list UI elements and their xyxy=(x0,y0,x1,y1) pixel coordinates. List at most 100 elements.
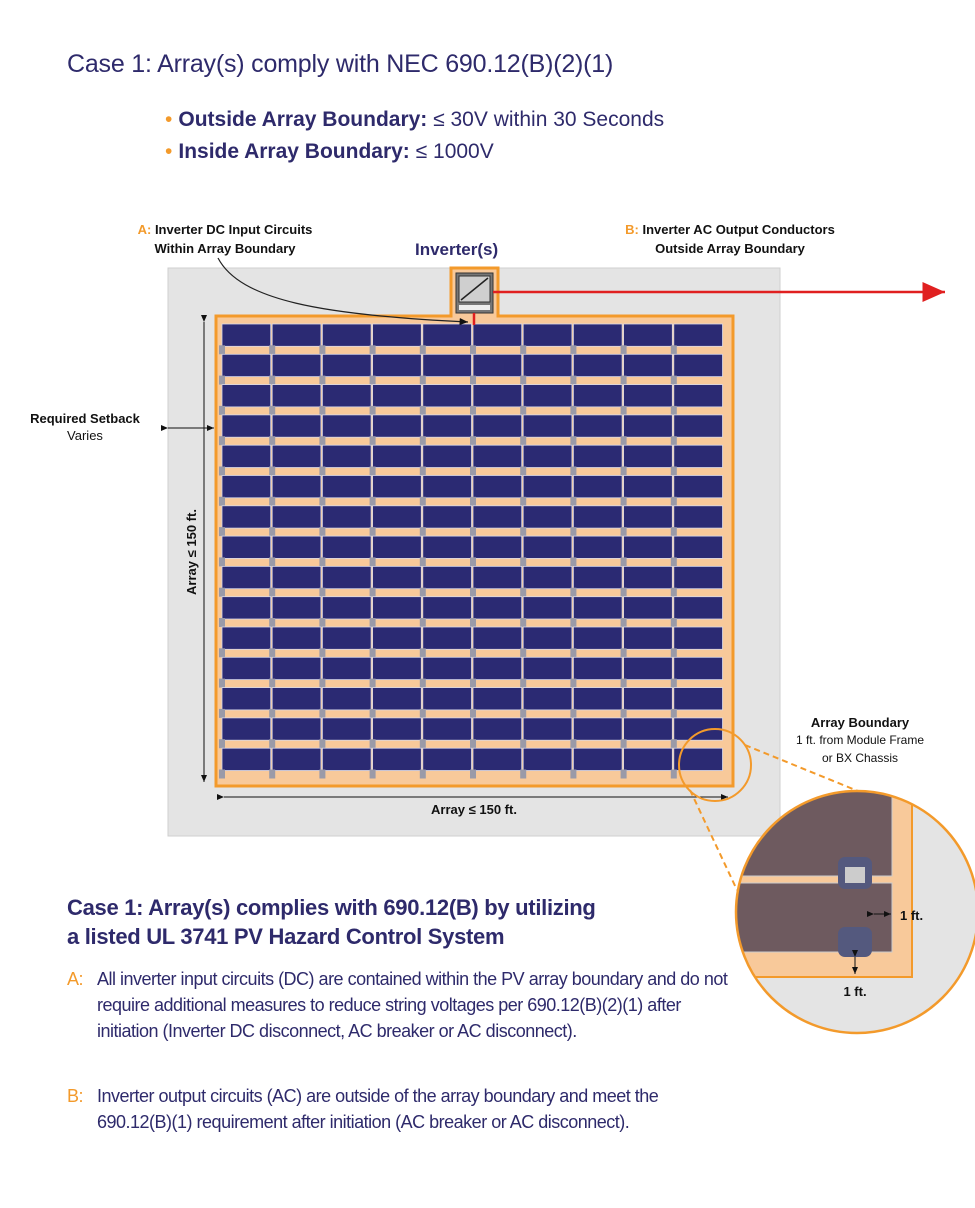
module-mount xyxy=(419,496,426,506)
module-mount xyxy=(219,587,225,597)
module-mount xyxy=(419,739,426,749)
pv-module xyxy=(221,505,272,529)
module-mount xyxy=(269,769,276,779)
module-mount xyxy=(369,739,376,749)
pv-module xyxy=(221,626,272,650)
pv-module xyxy=(221,747,272,771)
module-mount xyxy=(520,496,527,506)
pv-module xyxy=(673,353,723,377)
bullet-outside: • Outside Array Boundary: ≤ 30V within 30… xyxy=(165,108,665,131)
inverter-label: Inverter(s) xyxy=(415,240,499,259)
pv-module xyxy=(472,505,523,529)
pv-module xyxy=(422,444,472,468)
module-mount xyxy=(219,708,225,718)
pv-module xyxy=(472,323,523,347)
module-mount xyxy=(570,496,577,506)
module-mount xyxy=(520,405,527,415)
pv-module xyxy=(472,414,523,438)
pv-module xyxy=(522,505,573,529)
module-mount xyxy=(570,375,577,385)
pv-module xyxy=(422,535,472,559)
module-mount xyxy=(570,739,577,749)
pv-module xyxy=(522,444,573,468)
module-mount xyxy=(570,557,577,567)
pv-module xyxy=(422,656,472,680)
module-mount xyxy=(670,648,677,658)
pv-module xyxy=(522,353,573,377)
pv-module xyxy=(422,717,472,741)
pv-module xyxy=(422,384,472,408)
module-mount xyxy=(620,436,627,446)
pv-module xyxy=(271,444,322,468)
pv-module xyxy=(623,535,673,559)
pv-module xyxy=(673,323,723,347)
module-mount xyxy=(570,769,577,779)
module-mount xyxy=(520,618,527,627)
pv-module xyxy=(372,444,422,468)
pv-module xyxy=(321,384,372,408)
module-mount xyxy=(369,587,376,597)
module-mount xyxy=(470,466,476,476)
case-heading: Case 1: Array(s) complies with 690.12(B)… xyxy=(67,895,596,949)
module-mount xyxy=(369,557,376,567)
module-mount xyxy=(470,587,476,597)
pv-module xyxy=(472,475,523,499)
pv-module xyxy=(221,353,272,377)
pv-module xyxy=(673,626,723,650)
module-mount xyxy=(219,557,225,567)
pv-module xyxy=(372,656,422,680)
module-mount xyxy=(570,405,577,415)
module-mount xyxy=(670,769,677,779)
module-mount xyxy=(319,678,326,688)
module-mount xyxy=(369,405,376,415)
module-mount xyxy=(520,557,527,567)
pv-module xyxy=(673,475,723,499)
pv-module xyxy=(573,566,623,590)
module-mount xyxy=(520,527,527,537)
pv-module xyxy=(623,656,673,680)
pv-module xyxy=(321,596,372,620)
module-mount xyxy=(470,769,476,779)
module-mount xyxy=(520,436,527,446)
detail-side-label: 1 ft. xyxy=(900,908,923,923)
module-mount xyxy=(419,769,426,779)
pv-module xyxy=(271,505,322,529)
module-mount xyxy=(369,345,376,355)
module-mount xyxy=(219,648,225,658)
pv-module xyxy=(321,353,372,377)
module-mount xyxy=(670,466,677,476)
module-mount xyxy=(319,648,326,658)
boundary-label: Array Boundary 1 ft. from Module Frame or … xyxy=(795,715,925,765)
module-mount xyxy=(319,587,326,597)
pv-module xyxy=(673,384,723,408)
module-mount xyxy=(470,436,476,446)
module-mount xyxy=(470,345,476,355)
module-mount xyxy=(419,648,426,658)
pv-module xyxy=(422,747,472,771)
pv-module xyxy=(673,596,723,620)
pv-module xyxy=(221,596,272,620)
pv-module xyxy=(573,384,623,408)
module-mount xyxy=(470,375,476,385)
module-mount xyxy=(520,678,527,688)
pv-module xyxy=(472,535,523,559)
module-mount xyxy=(269,648,276,658)
pv-module xyxy=(573,656,623,680)
pv-module xyxy=(472,566,523,590)
pv-module xyxy=(673,505,723,529)
pv-module xyxy=(372,566,422,590)
module-mount xyxy=(670,739,677,749)
pv-module xyxy=(673,656,723,680)
magnifier-circle xyxy=(678,728,752,802)
pv-module xyxy=(522,747,573,771)
module-mount xyxy=(670,405,677,415)
panel-grid xyxy=(219,323,723,779)
pv-module xyxy=(271,717,322,741)
module-mount xyxy=(620,405,627,415)
pv-module xyxy=(221,656,272,680)
module-mount xyxy=(269,375,276,385)
pv-module xyxy=(422,505,472,529)
module-mount xyxy=(269,708,276,718)
module-mount xyxy=(520,648,527,658)
